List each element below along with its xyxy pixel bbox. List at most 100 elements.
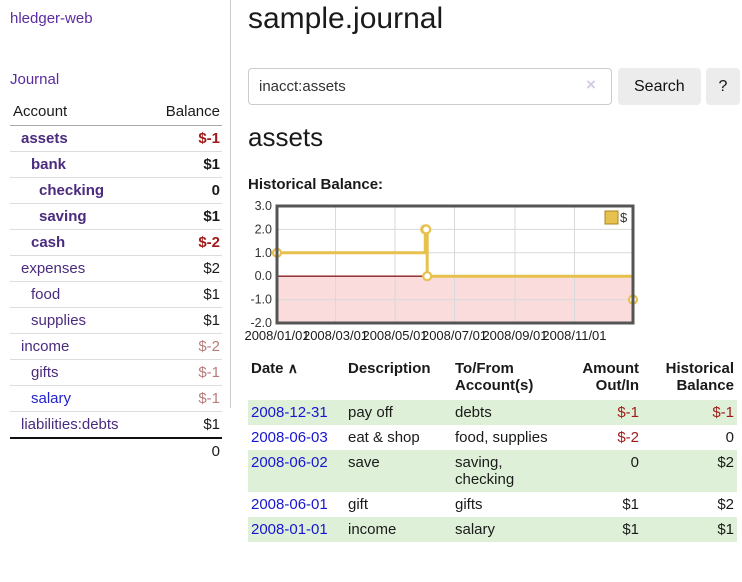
svg-text:2008/07/01: 2008/07/01: [422, 328, 487, 343]
transaction-row: 2008-12-31 pay off debts $-1 $-1: [248, 400, 737, 425]
account-row: checking 0: [10, 177, 222, 204]
search-button[interactable]: Search: [618, 68, 701, 105]
account-row: bank $1: [10, 151, 222, 178]
svg-text:2008/05/01: 2008/05/01: [362, 328, 427, 343]
account-link[interactable]: food: [31, 286, 61, 303]
svg-text:0.0: 0.0: [255, 269, 272, 283]
account-balance: $-1: [148, 385, 222, 412]
account-row: salary $-1: [10, 385, 222, 412]
help-button[interactable]: ?: [706, 68, 740, 105]
accounts-table-header: Account Balance: [10, 100, 222, 126]
transaction-row: 2008-06-01 gift gifts $1 $2: [248, 492, 737, 517]
transaction-date-link[interactable]: 2008-12-31: [251, 404, 328, 421]
accounts-header-account: Account: [10, 100, 149, 126]
svg-text:-1.0: -1.0: [250, 293, 272, 307]
account-balance: $-2: [148, 229, 222, 256]
transaction-balance: $2: [717, 496, 734, 513]
account-link[interactable]: checking: [39, 182, 105, 199]
account-link[interactable]: liabilities:debts: [21, 416, 119, 433]
account-link[interactable]: income: [21, 338, 70, 355]
transaction-row: 2008-06-03 eat & shop food, supplies $-2…: [248, 425, 737, 450]
transaction-description: gift: [348, 496, 369, 513]
transaction-amount: 0: [630, 454, 639, 471]
register-header-description: Description: [348, 360, 431, 377]
accounts-header-balance: Balance: [148, 100, 222, 126]
account-link[interactable]: assets: [21, 130, 68, 147]
account-row: liabilities:debts $1: [10, 411, 222, 439]
register-header-accounts: To/From Account(s): [455, 360, 534, 394]
transaction-description: income: [348, 521, 397, 538]
transaction-balance: $2: [717, 454, 734, 471]
register-header-date[interactable]: Date ∧: [251, 360, 298, 377]
svg-text:$: $: [620, 210, 628, 225]
app-brand-link[interactable]: hledger-web: [10, 10, 93, 27]
svg-text:1.0: 1.0: [255, 246, 272, 260]
account-link[interactable]: gifts: [31, 364, 59, 381]
register-header-row: Date ∧ Description To/From Account(s) Am…: [248, 358, 737, 400]
register-header-balance: Historical Balance: [665, 360, 734, 394]
transaction-accounts: gifts: [455, 496, 483, 513]
main-content: sample.journal × Search ? assets Histori…: [244, 0, 740, 582]
accounts-total-value: 0: [148, 437, 222, 464]
account-link[interactable]: expenses: [21, 260, 86, 277]
transaction-amount: $-2: [617, 429, 639, 446]
transaction-balance: 0: [725, 429, 734, 446]
transaction-date-link[interactable]: 2008-01-01: [251, 521, 328, 538]
account-row: assets $-1: [10, 125, 222, 152]
transaction-row: 2008-06-02 save saving, checking 0 $2: [248, 450, 737, 492]
account-balance: $1: [148, 307, 222, 334]
svg-text:3.0: 3.0: [255, 199, 272, 213]
svg-text:2008/11/01: 2008/11/01: [542, 328, 606, 343]
account-row: expenses $2: [10, 255, 222, 282]
transaction-description: save: [348, 454, 380, 471]
svg-text:-2.0: -2.0: [250, 316, 272, 330]
page-title: sample.journal: [248, 2, 444, 35]
accounts-table: Account Balance assets $-1 bank $1 check…: [10, 100, 222, 464]
svg-text:2008/01/01: 2008/01/01: [244, 328, 309, 343]
transaction-accounts: debts: [455, 404, 492, 421]
search-input[interactable]: [248, 68, 612, 105]
chart-title: Historical Balance:: [248, 176, 384, 193]
transaction-accounts: food, supplies: [455, 429, 548, 446]
register-header-amount: Amount Out/In: [582, 360, 639, 394]
svg-text:2008/09/01: 2008/09/01: [482, 328, 547, 343]
transaction-balance: $1: [717, 521, 734, 538]
svg-text:2008/03/01: 2008/03/01: [303, 328, 368, 343]
sidebar-item-journal[interactable]: Journal: [10, 71, 60, 88]
transaction-amount: $1: [622, 521, 639, 538]
historical-balance-chart: 3.0 2.0 1.0 0.0 -1.0 -2.02008/01/012008/03/01…: [244, 199, 639, 343]
account-link[interactable]: bank: [31, 156, 67, 173]
account-balance: $-1: [148, 125, 222, 152]
account-balance: $2: [148, 255, 222, 282]
clear-search-icon[interactable]: ×: [586, 75, 596, 94]
sidebar: hledger-web Journal Account Balance asse…: [0, 0, 230, 464]
account-balance: $-1: [148, 359, 222, 386]
transaction-balance: $-1: [712, 404, 734, 421]
account-balance: $-2: [148, 333, 222, 360]
account-heading: assets: [248, 122, 324, 152]
transaction-date-link[interactable]: 2008-06-02: [251, 454, 328, 471]
account-row: supplies $1: [10, 307, 222, 334]
transaction-date-link[interactable]: 2008-06-01: [251, 496, 328, 513]
transaction-amount: $1: [622, 496, 639, 513]
transaction-description: eat & shop: [348, 429, 420, 446]
svg-text:2.0: 2.0: [255, 222, 272, 236]
account-link[interactable]: salary: [31, 390, 72, 407]
account-row: food $1: [10, 281, 222, 308]
account-link[interactable]: supplies: [31, 312, 87, 329]
transaction-date-link[interactable]: 2008-06-03: [251, 429, 328, 446]
account-balance: 0: [148, 177, 222, 204]
account-link[interactable]: saving: [39, 208, 87, 225]
account-balance: $1: [148, 411, 222, 439]
transaction-description: pay off: [348, 404, 393, 421]
account-balance: $1: [148, 281, 222, 308]
sort-ascending-icon: ∧: [287, 360, 298, 376]
transaction-accounts: salary: [455, 521, 496, 538]
account-row: gifts $-1: [10, 359, 222, 386]
account-row: cash $-2: [10, 229, 222, 256]
account-link[interactable]: cash: [31, 234, 66, 251]
transaction-amount: $-1: [617, 404, 639, 421]
sidebar-divider: [230, 0, 231, 408]
account-balance: $1: [148, 151, 222, 178]
accounts-total-row: 0: [10, 437, 222, 464]
